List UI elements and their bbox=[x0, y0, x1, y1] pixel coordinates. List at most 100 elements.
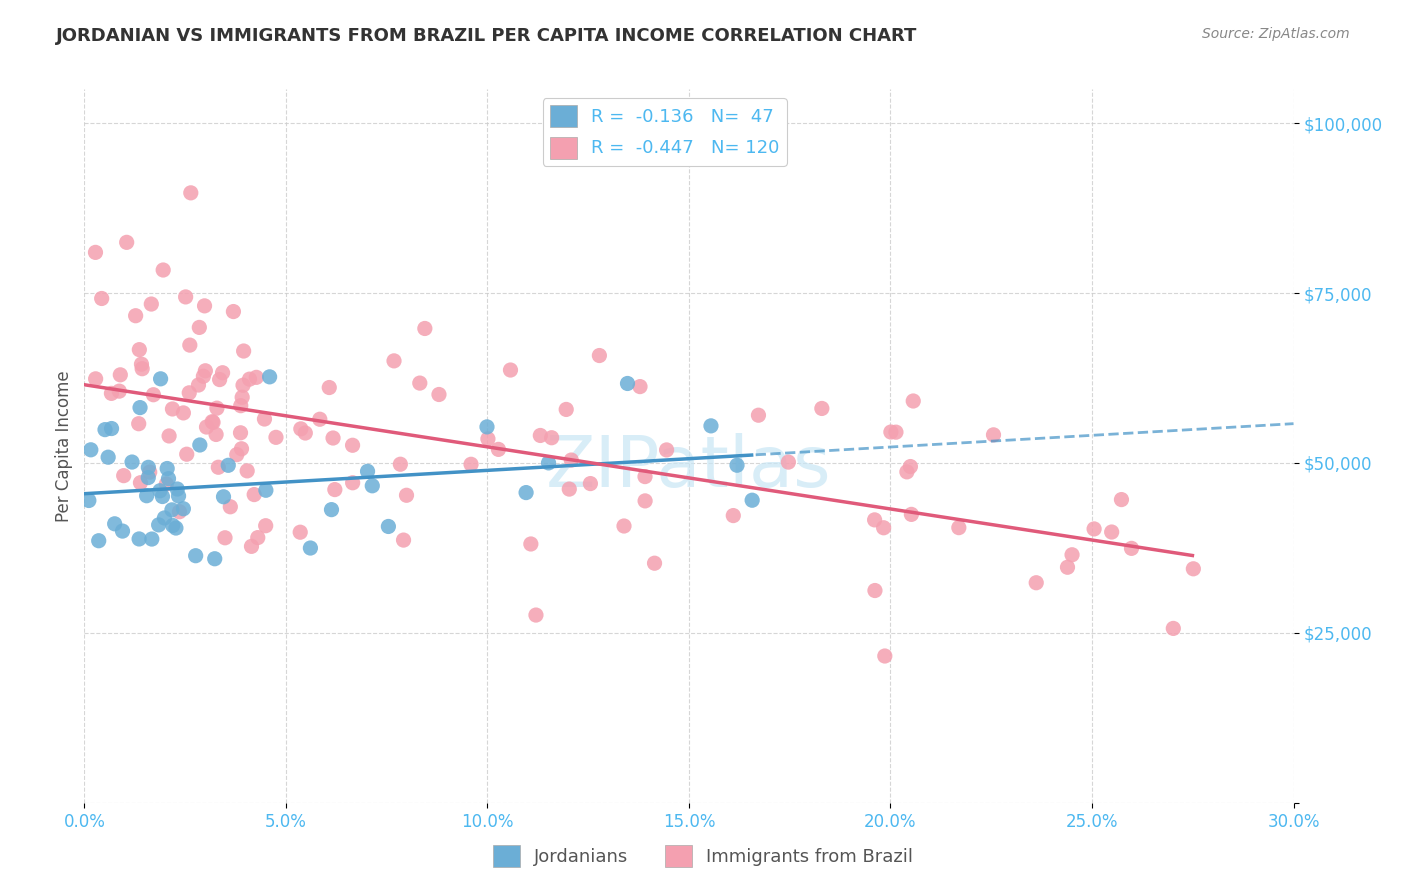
Point bbox=[524, 608, 547, 623]
Point bbox=[540, 431, 562, 445]
Point bbox=[84, 245, 107, 260]
Point bbox=[121, 455, 143, 469]
Point bbox=[97, 450, 120, 465]
Point bbox=[148, 517, 170, 532]
Point bbox=[90, 292, 112, 306]
Point bbox=[211, 366, 233, 380]
Point bbox=[1111, 492, 1133, 507]
Point bbox=[245, 370, 267, 384]
Point bbox=[80, 442, 103, 457]
Point bbox=[389, 457, 412, 471]
Point bbox=[179, 385, 201, 400]
Point bbox=[613, 519, 636, 533]
Point bbox=[1060, 548, 1083, 562]
Point bbox=[155, 477, 177, 491]
Point bbox=[413, 321, 436, 335]
Point bbox=[131, 357, 153, 371]
Point bbox=[236, 464, 259, 478]
Point bbox=[811, 401, 834, 416]
Point bbox=[232, 344, 254, 359]
Point bbox=[153, 511, 176, 525]
Point bbox=[179, 338, 201, 352]
Point bbox=[128, 532, 150, 546]
Point bbox=[142, 388, 165, 402]
Point bbox=[157, 472, 180, 486]
Point bbox=[520, 537, 543, 551]
Point bbox=[863, 513, 886, 527]
Point bbox=[231, 442, 253, 456]
Point bbox=[225, 448, 247, 462]
Point bbox=[409, 376, 432, 390]
Point bbox=[214, 531, 236, 545]
Point bbox=[232, 378, 254, 392]
Point bbox=[111, 524, 134, 538]
Point bbox=[222, 304, 245, 318]
Point bbox=[128, 417, 150, 431]
Point bbox=[166, 482, 188, 496]
Point bbox=[1056, 560, 1078, 574]
Point bbox=[169, 505, 191, 519]
Point bbox=[135, 489, 157, 503]
Point bbox=[162, 518, 184, 533]
Point bbox=[136, 470, 159, 484]
Point bbox=[156, 461, 179, 475]
Point bbox=[180, 186, 202, 200]
Point bbox=[100, 421, 122, 435]
Point bbox=[873, 648, 896, 663]
Point bbox=[900, 508, 922, 522]
Point bbox=[488, 442, 510, 457]
Point bbox=[188, 438, 211, 452]
Point bbox=[655, 442, 678, 457]
Point bbox=[318, 380, 340, 394]
Point bbox=[104, 516, 127, 531]
Point bbox=[558, 482, 581, 496]
Legend: Jordanians, Immigrants from Brazil: Jordanians, Immigrants from Brazil bbox=[485, 838, 921, 874]
Point bbox=[194, 364, 217, 378]
Point bbox=[884, 425, 907, 439]
Point bbox=[616, 376, 638, 391]
Point bbox=[634, 469, 657, 483]
Point bbox=[863, 583, 886, 598]
Point bbox=[193, 299, 215, 313]
Point bbox=[253, 412, 276, 426]
Point bbox=[208, 373, 231, 387]
Point bbox=[555, 402, 578, 417]
Point bbox=[290, 422, 312, 436]
Point bbox=[628, 379, 651, 393]
Point bbox=[202, 416, 225, 430]
Point bbox=[342, 438, 364, 452]
Point bbox=[499, 363, 522, 377]
Point bbox=[128, 343, 150, 357]
Point bbox=[299, 541, 322, 555]
Point bbox=[149, 483, 172, 498]
Point bbox=[778, 455, 800, 469]
Point bbox=[1101, 524, 1123, 539]
Point bbox=[725, 458, 748, 473]
Point bbox=[537, 456, 560, 470]
Point bbox=[460, 458, 482, 472]
Point bbox=[903, 394, 925, 409]
Point bbox=[308, 412, 330, 426]
Point bbox=[205, 427, 228, 442]
Point bbox=[84, 372, 107, 386]
Point bbox=[184, 549, 207, 563]
Point bbox=[294, 425, 316, 440]
Point bbox=[162, 401, 184, 416]
Point bbox=[246, 531, 269, 545]
Point bbox=[700, 418, 723, 433]
Point bbox=[160, 503, 183, 517]
Point bbox=[361, 479, 384, 493]
Point bbox=[229, 399, 252, 413]
Point bbox=[395, 488, 418, 502]
Point bbox=[152, 490, 174, 504]
Point bbox=[157, 429, 180, 443]
Point bbox=[94, 423, 117, 437]
Point bbox=[983, 427, 1005, 442]
Point bbox=[747, 408, 769, 422]
Text: ZIPatlas: ZIPatlas bbox=[546, 433, 832, 502]
Point bbox=[477, 432, 499, 446]
Point bbox=[723, 508, 745, 523]
Point bbox=[323, 483, 346, 497]
Point bbox=[264, 430, 287, 444]
Point bbox=[634, 494, 657, 508]
